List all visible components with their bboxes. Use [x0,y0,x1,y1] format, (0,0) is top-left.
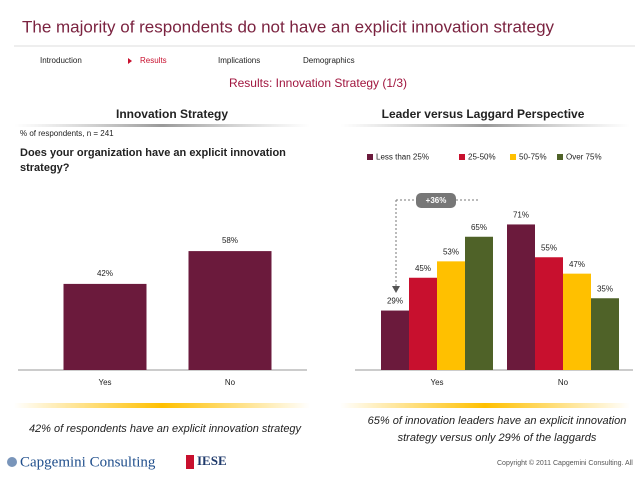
bar [188,251,272,370]
value-label: 47% [569,260,585,269]
x-tick-label: No [225,378,236,387]
bar [465,236,493,370]
bar [63,283,147,370]
annotation: +36% [426,196,447,205]
nav-item[interactable]: Results [140,56,167,65]
annotation-box [416,193,456,208]
caption-highlight [340,403,630,408]
bar [535,257,563,370]
value-label: 58% [222,236,238,245]
x-tick-label: No [558,378,569,387]
nav-item[interactable]: Introduction [40,56,82,65]
legend-swatch [459,154,465,160]
note: % of respondents, n = 241 [20,129,114,138]
legend-swatch [510,154,516,160]
panel-title: Leader versus Laggard Perspective [382,107,585,121]
panel-rule [340,124,630,127]
value-label: 45% [415,264,431,273]
caption: 65% of innovation leaders have an explic… [368,415,627,427]
legend-label: 25-50% [468,153,496,162]
bar [409,277,437,370]
copyright: Copyright © 2011 Capgemini Consulting. A… [497,459,635,467]
logo-mark [7,457,17,467]
value-label: 65% [471,223,487,232]
caption-highlight [14,403,310,408]
partner-logo: IESE [197,453,227,468]
legend-label: 50-75% [519,153,547,162]
legend-label: Less than 25% [376,153,429,162]
annotation-arrow [392,286,400,293]
legend-swatch [557,154,563,160]
x-tick-label: Yes [430,378,443,387]
caption: 42% of respondents have an explicit inno… [29,423,303,435]
value-label: 29% [387,297,403,306]
value-label: 55% [541,243,557,252]
value-label: 53% [443,247,459,256]
bar [591,298,619,370]
bar [381,310,409,370]
x-tick-label: Yes [98,378,111,387]
question: Does your organization have an explicit … [20,147,286,159]
panel-rule [14,124,310,127]
slide-title: The majority of respondents do not have … [22,17,555,36]
panel-title: Innovation Strategy [116,107,228,121]
legend-swatch [367,154,373,160]
caption: strategy versus only 29% of the laggards [398,432,597,444]
bar [507,224,535,370]
value-label: 71% [513,211,529,220]
question: strategy? [20,162,70,174]
bar [437,261,465,370]
nav-item[interactable]: Implications [218,56,260,65]
partner-mark [186,455,194,469]
nav-item[interactable]: Demographics [303,56,355,65]
bar [563,273,591,370]
legend-label: Over 75% [566,153,602,162]
value-label: 35% [597,284,613,293]
nav-marker [128,58,132,64]
subtitle: Results: Innovation Strategy (1/3) [229,76,407,90]
value-label: 42% [97,269,113,278]
logo: Capgemini Consulting [20,454,156,470]
